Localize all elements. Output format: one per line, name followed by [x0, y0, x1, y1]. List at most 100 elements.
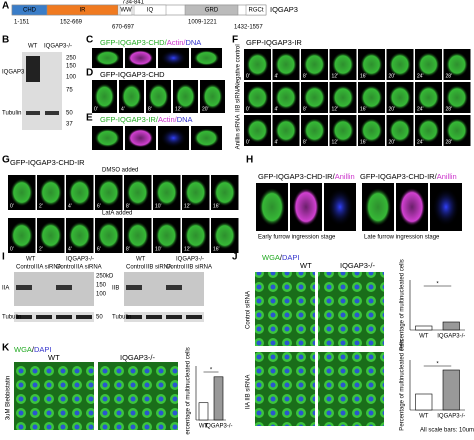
range: 670-697	[112, 25, 135, 31]
time: 28'	[446, 139, 453, 145]
panel-label: K	[2, 343, 10, 354]
title-part: /	[333, 172, 336, 181]
time: 0'	[10, 246, 14, 252]
label: IQGAP3-/-	[66, 257, 94, 263]
cell	[417, 85, 440, 110]
protein-name: IQGAP3	[270, 5, 298, 14]
cell	[126, 178, 150, 207]
cell	[445, 52, 469, 77]
cell	[127, 128, 154, 148]
cell	[360, 85, 383, 110]
title-part: DNA	[177, 115, 193, 124]
title-part: GFP-IQGAP3-CHD	[100, 38, 165, 47]
band	[56, 285, 72, 290]
cell	[246, 52, 269, 77]
panel-label: G	[2, 155, 10, 166]
bar	[442, 321, 460, 331]
time: 4'	[275, 73, 279, 79]
time: 12'	[175, 106, 182, 112]
time: 16'	[213, 246, 220, 252]
row-label: IIA IIB siRNA	[246, 375, 252, 410]
row-label: Control siRNA	[246, 291, 252, 329]
time: 0'	[94, 106, 98, 112]
cell	[432, 187, 460, 227]
footer-note: All scale bars: 10um	[420, 428, 474, 434]
panel-label: A	[2, 1, 9, 12]
time: 24'	[417, 73, 424, 79]
band	[126, 285, 142, 290]
marker: 100	[66, 75, 77, 81]
condition: IIB siRNA	[146, 265, 172, 271]
cell	[94, 128, 121, 148]
cell	[10, 221, 34, 250]
time: 24'	[417, 139, 424, 145]
cell	[97, 178, 121, 207]
significance: *	[210, 368, 213, 374]
label: IQGAP3-/-	[120, 353, 156, 362]
panel-title: GFP-IQGAP3-CHD-IR/Anillin	[360, 172, 457, 181]
label: WT	[26, 257, 36, 263]
domain	[119, 4, 133, 16]
title-part: GFP-IQGAP3-CHD-IR	[258, 172, 333, 181]
stage-label: Early furrow ingression stage	[258, 235, 336, 241]
title-part: /	[183, 38, 186, 47]
band	[26, 56, 40, 82]
title-part: DAPI	[34, 345, 52, 354]
range: 1432-1557	[234, 25, 263, 31]
time: 8'	[148, 106, 152, 112]
cell	[398, 187, 426, 227]
marker: 250	[66, 56, 77, 62]
time: 0'	[10, 203, 14, 209]
panel-label: J	[232, 252, 238, 263]
label: GFP-IQGAP3-IR	[246, 38, 302, 47]
title-part: /	[435, 172, 438, 181]
time: 6'	[97, 246, 101, 252]
x-tick-label: WT	[419, 334, 429, 340]
cell	[126, 221, 150, 250]
time: 0'	[246, 139, 250, 145]
time: 10'	[155, 203, 162, 209]
condition: Control	[16, 265, 35, 271]
domain-label: IR	[80, 8, 87, 14]
cell	[213, 178, 237, 207]
x-tick-label: IQGAP3-/-	[204, 424, 232, 430]
band-label: IIA	[2, 286, 9, 292]
label: WT	[300, 261, 312, 270]
time: 6'	[97, 203, 101, 209]
time: 8'	[303, 106, 307, 112]
domain	[46, 4, 119, 16]
marker: 75	[66, 88, 73, 94]
domain-label: RGCt	[249, 8, 264, 14]
condition: Control	[126, 265, 145, 271]
cell	[388, 52, 412, 77]
domain	[133, 4, 167, 16]
x-tick-label: IQGAP3-/-	[437, 334, 465, 340]
panel-label: I	[2, 252, 5, 263]
domain-label: GRD	[205, 8, 219, 14]
domain-label: IQ	[147, 8, 154, 14]
band-label: Tubulin	[2, 111, 21, 117]
cell	[445, 85, 469, 110]
time: 16'	[360, 73, 367, 79]
micrograph	[255, 352, 315, 426]
time: 28'	[446, 73, 453, 79]
band	[36, 315, 52, 319]
panel-title: GFP-IQGAP3-CHD-IR/Anillin	[258, 172, 355, 181]
label: GFP-IQGAP3-CHD-IR	[10, 158, 85, 167]
time: 12'	[184, 246, 191, 252]
time: 2'	[39, 203, 43, 209]
panel-title: GFP-IQGAP3-IR/Actin/DNA	[100, 115, 193, 124]
label: WT	[48, 353, 60, 362]
marker: 100	[96, 292, 107, 298]
cell	[274, 85, 298, 110]
cell	[160, 50, 187, 66]
marker: 37	[66, 122, 73, 128]
time: 4'	[275, 139, 279, 145]
cell	[94, 50, 121, 66]
domain	[245, 4, 267, 16]
marker: 250kD	[96, 274, 114, 280]
bar	[198, 402, 209, 421]
panel-title: GFP-IQGAP3-CHD/Actin/DNA	[100, 38, 201, 47]
time: 24'	[417, 106, 424, 112]
time: 8'	[126, 246, 130, 252]
